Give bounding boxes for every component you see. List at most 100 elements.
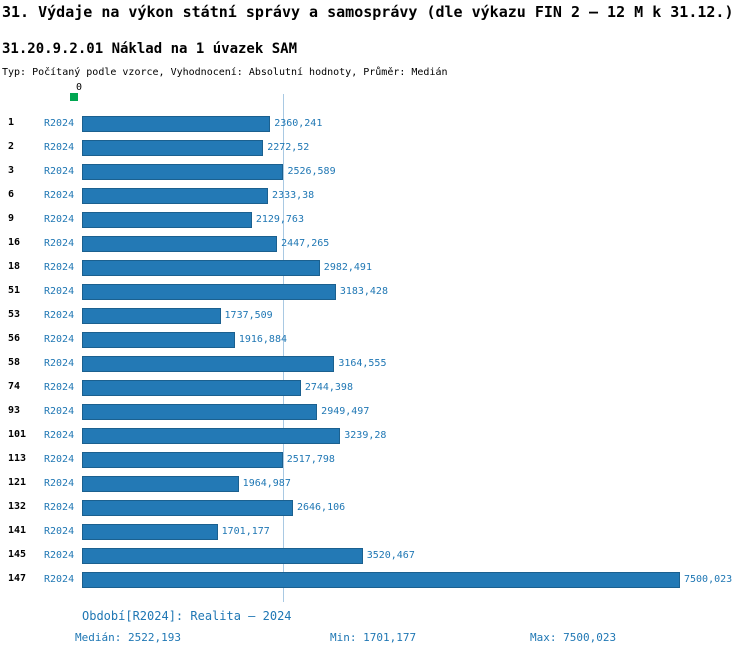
row-period-label[interactable]: R2024 [44, 214, 75, 225]
bar[interactable] [82, 188, 269, 204]
row-period-label[interactable]: R2024 [44, 502, 75, 513]
bar-row: 51 R2024 3183,428 [0, 280, 750, 304]
row-rank-label: 1 [8, 117, 15, 128]
bar-value-label: 2447,265 [281, 238, 330, 249]
bar-row: 147 R2024 7500,023 [0, 568, 750, 592]
row-rank-label: 145 [8, 549, 27, 560]
axis-start-marker-icon [70, 93, 78, 101]
bar-value-label: 2333,38 [272, 190, 315, 201]
bar-value-label: 2526,589 [287, 166, 336, 177]
bar[interactable] [82, 140, 264, 156]
median-stat: Medián: 2522,193 [75, 631, 181, 644]
bar-row: 141 R2024 1701,177 [0, 520, 750, 544]
bar[interactable] [82, 212, 252, 228]
row-period-label[interactable]: R2024 [44, 190, 75, 201]
bar-row: 113 R2024 2517,798 [0, 448, 750, 472]
row-period-label[interactable]: R2024 [44, 310, 75, 321]
bar-value-label: 3164,555 [338, 358, 387, 369]
bar[interactable] [82, 380, 301, 396]
row-rank-label: 132 [8, 501, 27, 512]
row-rank-label: 56 [8, 333, 21, 344]
bar[interactable] [82, 356, 335, 372]
row-period-label[interactable]: R2024 [44, 118, 75, 129]
bar-value-label: 2129,763 [255, 214, 304, 225]
row-period-label[interactable]: R2024 [44, 382, 75, 393]
bar-row: 121 R2024 1964,987 [0, 472, 750, 496]
chart-rows: 1 R2024 2360,241 2 R2024 2272,52 3 R2024 2526,58… [0, 112, 750, 592]
row-period-label[interactable]: R2024 [44, 526, 75, 537]
indicator-title: 31.20.9.2.01 Náklad na 1 úvazek SAM [2, 41, 298, 57]
row-period-label[interactable]: R2024 [44, 262, 75, 273]
bar-row: 53 R2024 1737,509 [0, 304, 750, 328]
bar-value-label: 3183,428 [339, 286, 388, 297]
bar-value-label: 2646,106 [296, 502, 346, 513]
bar-row: 56 R2024 1916,884 [0, 328, 750, 352]
row-rank-label: 74 [8, 381, 21, 392]
bar[interactable] [82, 500, 293, 516]
row-period-label[interactable]: R2024 [44, 550, 75, 561]
bar-value-label: 3239,28 [344, 430, 387, 441]
max-stat: Max: 7500,023 [530, 631, 617, 644]
bar-value-label: 2949,497 [321, 406, 370, 417]
bar-row: 16 R2024 2447,265 [0, 232, 750, 256]
bar-row: 101 R2024 3239,28 [0, 424, 750, 448]
bar[interactable] [82, 164, 284, 180]
row-rank-label: 101 [8, 429, 27, 440]
row-period-label[interactable]: R2024 [44, 286, 75, 297]
bar-row: 18 R2024 2982,491 [0, 256, 750, 280]
row-rank-label: 93 [8, 405, 21, 416]
bar[interactable] [82, 452, 283, 468]
row-rank-label: 2 [8, 141, 15, 152]
bar-value-label: 1701,177 [221, 526, 270, 537]
bar-value-label: 2982,491 [323, 262, 372, 273]
bar-chart: 0 1 R2024 2360,241 2 R2024 2272,52 3 R2024 2526,… [0, 80, 750, 610]
bar-row: 9 R2024 2129,763 [0, 208, 750, 232]
bar-value-label: 1916,884 [238, 334, 287, 345]
row-period-label[interactable]: R2024 [44, 430, 75, 441]
row-rank-label: 18 [8, 261, 21, 272]
bar[interactable] [82, 476, 239, 492]
row-period-label[interactable]: R2024 [44, 478, 75, 489]
bar[interactable] [82, 548, 363, 564]
bar-value-label: 1737,509 [224, 310, 273, 321]
row-period-label[interactable]: R2024 [44, 574, 75, 585]
median-line [283, 94, 285, 602]
bar-row: 132 R2024 2646,106 [0, 496, 750, 520]
row-rank-label: 113 [8, 453, 27, 464]
row-rank-label: 141 [8, 525, 27, 536]
row-period-label[interactable]: R2024 [44, 454, 75, 465]
row-rank-label: 58 [8, 357, 21, 368]
bar-row: 145 R2024 3520,467 [0, 544, 750, 568]
row-period-label[interactable]: R2024 [44, 142, 75, 153]
bar-row: 74 R2024 2744,398 [0, 376, 750, 400]
row-period-label[interactable]: R2024 [44, 358, 75, 369]
bar-row: 3 R2024 2526,589 [0, 160, 750, 184]
row-rank-label: 3 [8, 165, 15, 176]
bar[interactable] [82, 404, 318, 420]
indicator-meta: Typ: Počítaný podle vzorce, Vyhodnocení:… [2, 67, 448, 78]
bar[interactable] [82, 428, 341, 444]
bar-value-label: 7500,023 [684, 574, 733, 585]
bar-value-label: 3520,467 [366, 550, 415, 561]
row-rank-label: 9 [8, 213, 15, 224]
row-period-label[interactable]: R2024 [44, 406, 75, 417]
row-period-label[interactable]: R2024 [44, 238, 75, 249]
bar-row: 58 R2024 3164,555 [0, 352, 750, 376]
bar[interactable] [82, 572, 680, 588]
bar-value-label: 2360,241 [274, 118, 323, 129]
row-rank-label: 51 [8, 285, 21, 296]
row-rank-label: 16 [8, 237, 21, 248]
row-period-label[interactable]: R2024 [44, 166, 75, 177]
bar-value-label: 1964,987 [242, 478, 291, 489]
bar-value-label: 2272,52 [267, 142, 310, 153]
period-caption: Období[R2024]: Realita – 2024 [82, 609, 292, 623]
bar[interactable] [82, 332, 235, 348]
bar[interactable] [82, 308, 221, 324]
bar[interactable] [82, 116, 271, 132]
bar-row: 2 R2024 2272,52 [0, 136, 750, 160]
bar[interactable] [82, 524, 218, 540]
row-period-label[interactable]: R2024 [44, 334, 75, 345]
bar[interactable] [82, 260, 320, 276]
bar[interactable] [82, 284, 336, 300]
bar[interactable] [82, 236, 278, 252]
